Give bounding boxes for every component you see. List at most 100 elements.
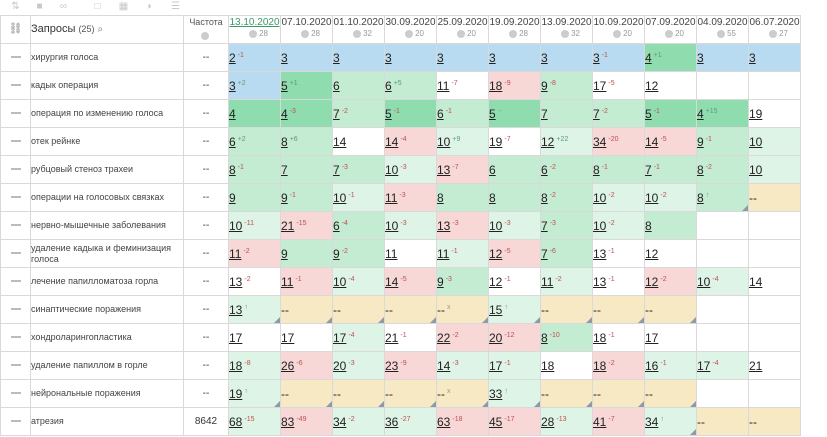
query-name[interactable]: атрезия xyxy=(30,407,184,436)
drag-handle[interactable] xyxy=(0,43,31,72)
serp-icon[interactable] xyxy=(405,29,414,38)
position-cell[interactable]: -- xyxy=(280,295,333,324)
position-cell[interactable]: 3 +2 xyxy=(228,71,281,100)
serp-icon[interactable] xyxy=(717,29,726,38)
position-cell[interactable]: 8 -1 xyxy=(592,155,645,184)
position-cell[interactable]: 23 -9 xyxy=(384,351,437,380)
position-cell[interactable]: 17 -4 xyxy=(332,323,385,352)
position-cell[interactable] xyxy=(748,71,801,100)
serp-icon[interactable] xyxy=(249,29,258,38)
date-column-header[interactable]: 25.09.2020 20 xyxy=(436,15,489,44)
position-cell[interactable]: 5 +1 xyxy=(280,71,333,100)
drag-handle[interactable] xyxy=(0,127,31,156)
position-cell[interactable]: 6 -2 xyxy=(540,155,593,184)
position-cell[interactable]: 20 -12 xyxy=(488,323,541,352)
position-cell[interactable]: 9 -3 xyxy=(436,267,489,296)
query-name[interactable]: кадык операция xyxy=(30,71,184,100)
position-cell[interactable]: 11 -2 xyxy=(228,239,281,268)
position-cell[interactable] xyxy=(748,239,801,268)
query-name[interactable]: хирургия голоса xyxy=(30,43,184,72)
position-cell[interactable]: 8 +6 xyxy=(280,127,333,156)
position-cell[interactable]: 6 -4 xyxy=(332,211,385,240)
date-column-header[interactable]: 10.09.2020 20 xyxy=(592,15,645,44)
position-cell[interactable]: 9 -2 xyxy=(332,239,385,268)
drag-handle[interactable] xyxy=(0,211,31,240)
position-cell[interactable]: 13 -2 xyxy=(228,267,281,296)
position-cell[interactable]: 3 xyxy=(748,43,801,72)
position-cell[interactable]: 22 -2 xyxy=(436,323,489,352)
position-cell[interactable]: -- x xyxy=(436,379,489,408)
position-cell[interactable]: 11 -2 xyxy=(540,267,593,296)
frequency-settings-icon[interactable] xyxy=(201,31,209,40)
position-cell[interactable]: 19 xyxy=(748,99,801,128)
position-cell[interactable]: 12 xyxy=(644,71,697,100)
position-cell[interactable]: 26 -6 xyxy=(280,351,333,380)
position-cell[interactable]: 10 -4 xyxy=(332,267,385,296)
query-name[interactable]: нейрональные поражения xyxy=(30,379,184,408)
serp-icon[interactable] xyxy=(457,29,466,38)
position-cell[interactable]: 10 -1 xyxy=(332,183,385,212)
drag-handle[interactable] xyxy=(0,407,31,436)
search-icon[interactable]: ⌕ xyxy=(97,24,104,35)
drag-handle[interactable] xyxy=(0,295,31,324)
drag-handle[interactable] xyxy=(0,351,31,380)
position-cell[interactable]: 3 xyxy=(332,43,385,72)
position-cell[interactable]: -- xyxy=(540,295,593,324)
position-cell[interactable]: 10 -3 xyxy=(488,211,541,240)
position-cell[interactable]: 15 ↑ xyxy=(488,295,541,324)
position-cell[interactable]: 14 -3 xyxy=(436,351,489,380)
position-cell[interactable]: 9 -8 xyxy=(540,71,593,100)
position-cell[interactable]: 63 -18 xyxy=(436,407,489,436)
position-cell[interactable]: 10 -2 xyxy=(644,183,697,212)
position-cell[interactable]: 34 -20 xyxy=(592,127,645,156)
drag-handle[interactable] xyxy=(0,155,31,184)
position-cell[interactable]: 9 xyxy=(280,239,333,268)
query-name[interactable]: рубцовый стеноз трахеи xyxy=(30,155,184,184)
position-cell[interactable]: 5 -- xyxy=(488,99,541,128)
position-cell[interactable]: 6 +5 xyxy=(384,71,437,100)
checkbox-icon[interactable]: □ xyxy=(94,1,101,12)
position-cell[interactable]: 2 -1 xyxy=(228,43,281,72)
date-column-header[interactable]: 07.09.2020 20 xyxy=(644,15,697,44)
position-cell[interactable]: 5 -1 xyxy=(384,99,437,128)
position-cell[interactable]: 7 -3 xyxy=(332,155,385,184)
position-cell[interactable]: -- xyxy=(384,379,437,408)
query-name[interactable]: удаление кадыка и феминизация голоса xyxy=(30,239,184,268)
position-cell[interactable]: 17 -1 xyxy=(488,351,541,380)
query-name[interactable]: удаление папиллом в горле xyxy=(30,351,184,380)
position-cell[interactable]: 4 xyxy=(228,99,281,128)
date-column-header[interactable]: 04.09.2020 55 xyxy=(696,15,749,44)
position-cell[interactable]: 20 -3 xyxy=(332,351,385,380)
position-cell[interactable]: 10 -3 xyxy=(384,211,437,240)
position-cell[interactable]: -- x xyxy=(436,295,489,324)
position-cell[interactable] xyxy=(696,379,749,408)
position-cell[interactable]: 33 ↑ xyxy=(488,379,541,408)
position-cell[interactable] xyxy=(696,71,749,100)
position-cell[interactable] xyxy=(748,211,801,240)
position-cell[interactable]: -- xyxy=(332,379,385,408)
position-cell[interactable]: 8 -1 xyxy=(228,155,281,184)
position-cell[interactable]: 13 ↑ xyxy=(228,295,281,324)
drag-handle[interactable] xyxy=(0,239,31,268)
position-cell[interactable]: 7 xyxy=(540,99,593,128)
position-cell[interactable]: 21 -1 xyxy=(384,323,437,352)
date-column-header[interactable]: 19.09.2020 28 xyxy=(488,15,541,44)
date-column-header[interactable]: 13.10.2020 28 xyxy=(228,15,281,44)
position-cell[interactable]: 34 ↑ xyxy=(644,407,697,436)
position-cell[interactable]: 10 -4 xyxy=(696,267,749,296)
query-column-header[interactable]: Запросы (25) ⌕ xyxy=(30,15,184,44)
position-cell[interactable] xyxy=(696,211,749,240)
grid-icon[interactable]: ▦ xyxy=(118,1,129,12)
drag-handle[interactable] xyxy=(0,267,31,296)
position-cell[interactable]: 10 -3 xyxy=(384,155,437,184)
position-cell[interactable]: 34 -2 xyxy=(332,407,385,436)
position-cell[interactable]: 9 -1 xyxy=(280,183,333,212)
position-cell[interactable]: 3 xyxy=(540,43,593,72)
position-cell[interactable]: 14 -4 xyxy=(384,127,437,156)
position-cell[interactable]: 19 -7 xyxy=(488,127,541,156)
position-cell[interactable]: 28 -13 xyxy=(540,407,593,436)
position-cell[interactable]: -- xyxy=(748,407,801,436)
serp-icon[interactable] xyxy=(613,29,622,38)
position-cell[interactable]: -- xyxy=(644,379,697,408)
position-cell[interactable]: 8 ↑ xyxy=(696,183,749,212)
